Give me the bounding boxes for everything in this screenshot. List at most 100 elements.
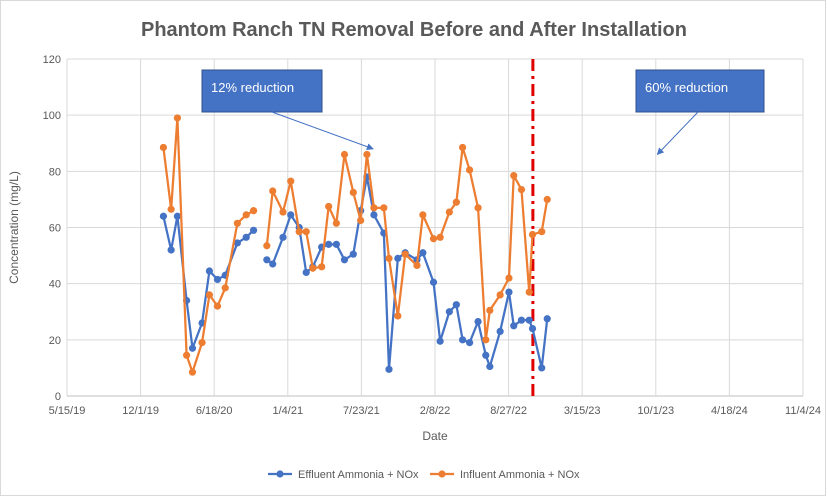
data-point-2 — [363, 150, 371, 159]
y-tick-label: 120 — [43, 54, 61, 66]
data-point-2 — [173, 114, 181, 122]
data-point-2 — [465, 166, 474, 174]
y-tick-label: 60 — [49, 223, 61, 235]
data-point-1 — [159, 212, 168, 220]
data-point-1 — [496, 327, 504, 336]
data-point-1 — [332, 240, 340, 248]
data-point-1 — [279, 233, 287, 241]
annotation-text: 60% reduction — [645, 80, 728, 95]
x-tick-label: 6/18/20 — [196, 405, 233, 417]
data-point-1 — [436, 337, 444, 345]
data-point-2 — [183, 351, 191, 359]
data-point-1 — [302, 268, 310, 277]
data-point-2 — [159, 143, 168, 152]
annotation-arrow — [656, 111, 699, 155]
data-point-1 — [465, 339, 474, 347]
data-point-1 — [263, 256, 271, 264]
data-point-1 — [340, 256, 349, 264]
legend-label: Influent Ammonia + NOx — [460, 469, 580, 481]
x-tick-label: 10/1/23 — [637, 405, 674, 417]
data-point-2 — [505, 274, 513, 282]
data-point-1 — [505, 288, 513, 296]
x-tick-label: 2/8/22 — [420, 405, 451, 417]
x-tick-label: 12/1/19 — [122, 405, 159, 417]
x-tick-label: 1/4/21 — [273, 405, 304, 417]
data-point-2 — [385, 254, 393, 262]
data-point-2 — [482, 336, 490, 344]
data-point-2 — [394, 312, 402, 320]
data-point-2 — [525, 288, 533, 296]
data-point-2 — [496, 291, 504, 299]
data-point-1 — [482, 351, 490, 359]
x-tick-label: 5/15/19 — [49, 405, 86, 417]
chart-title: Phantom Ranch TN Removal Before and Afte… — [141, 19, 687, 41]
y-tick-label: 80 — [49, 166, 61, 178]
data-point-2 — [357, 216, 365, 225]
y-tick-label: 20 — [49, 335, 61, 347]
data-point-1 — [287, 211, 295, 219]
data-point-2 — [295, 228, 303, 236]
data-point-1 — [543, 315, 551, 323]
data-point-2 — [198, 339, 206, 347]
data-point-2 — [419, 211, 427, 219]
data-point-2 — [436, 233, 444, 241]
data-point-2 — [318, 263, 326, 271]
legend-label: Effluent Ammonia + NOx — [298, 469, 419, 481]
data-point-1 — [525, 316, 533, 324]
data-point-1 — [325, 240, 333, 248]
data-point-2 — [233, 219, 241, 227]
data-point-1 — [486, 362, 494, 371]
data-point-2 — [302, 228, 310, 236]
data-point-2 — [269, 187, 277, 195]
data-point-2 — [188, 368, 197, 376]
data-point-2 — [263, 242, 271, 250]
data-point-1 — [459, 336, 467, 344]
x-tick-label: 7/23/21 — [343, 405, 380, 417]
data-point-1 — [242, 233, 250, 241]
data-point-1 — [538, 364, 546, 372]
data-point-1 — [249, 226, 258, 234]
data-point-1 — [167, 246, 175, 254]
data-point-2 — [167, 205, 175, 213]
data-point-2 — [213, 302, 222, 310]
data-point-2 — [413, 261, 421, 270]
data-point-1 — [429, 278, 438, 286]
x-tick-label: 8/27/22 — [490, 405, 527, 417]
x-tick-label: 4/18/24 — [711, 405, 748, 417]
data-point-2 — [279, 208, 287, 216]
data-point-1 — [474, 317, 482, 326]
data-point-1 — [370, 211, 378, 219]
data-point-1 — [419, 249, 427, 257]
annotation-arrow — [271, 111, 374, 150]
data-point-1 — [205, 267, 214, 275]
data-point-2 — [543, 195, 551, 204]
x-axis-title: Date — [422, 429, 448, 443]
data-point-1 — [233, 239, 241, 247]
data-point-2 — [242, 211, 250, 219]
data-point-1 — [445, 308, 453, 316]
data-point-2 — [370, 204, 378, 212]
data-point-2 — [538, 228, 546, 236]
data-point-1 — [510, 322, 518, 330]
data-point-2 — [401, 250, 409, 258]
data-point-2 — [349, 188, 357, 196]
data-point-1 — [349, 250, 357, 258]
data-point-2 — [429, 235, 438, 243]
data-point-2 — [332, 219, 340, 227]
data-point-1 — [188, 344, 197, 352]
data-point-1 — [394, 254, 402, 262]
x-tick-label: 11/4/24 — [785, 405, 821, 417]
y-tick-label: 100 — [43, 110, 61, 122]
data-point-1 — [385, 365, 393, 373]
y-axis-title: Concentration (mg/L) — [7, 171, 21, 284]
data-point-2 — [380, 204, 388, 212]
series-line-1 — [162, 215, 255, 350]
data-point-1 — [528, 325, 537, 333]
data-point-2 — [309, 264, 317, 272]
data-point-2 — [528, 230, 537, 239]
data-point-1 — [452, 301, 460, 309]
data-point-2 — [517, 185, 526, 194]
data-point-1 — [269, 260, 277, 268]
